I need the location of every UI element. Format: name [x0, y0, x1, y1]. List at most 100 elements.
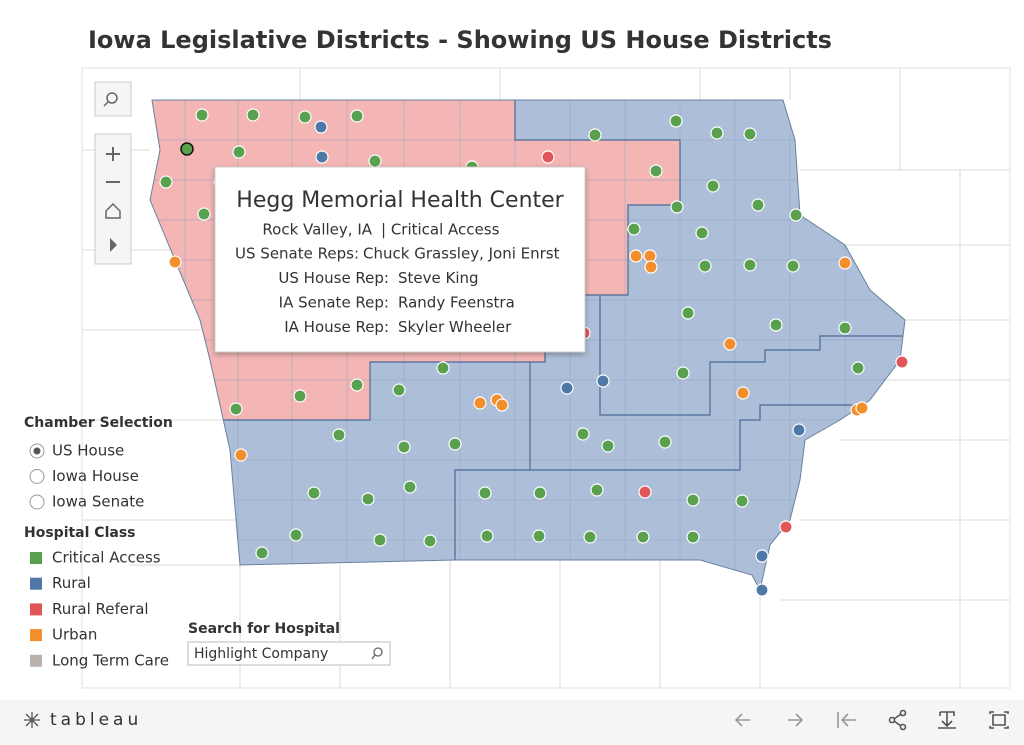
hospital-point[interactable]: [350, 378, 364, 392]
hospital-point[interactable]: [373, 533, 387, 547]
hospital-point[interactable]: [234, 448, 248, 462]
hospital-point[interactable]: [669, 114, 683, 128]
hospital-point[interactable]: [710, 126, 724, 140]
footer-toolbar: [734, 709, 1009, 731]
redo[interactable]: [788, 713, 804, 727]
hospital-point[interactable]: [590, 483, 604, 497]
fullscreen[interactable]: [989, 711, 1009, 729]
hospital-point[interactable]: [751, 198, 765, 212]
hospital-point[interactable]: [197, 207, 211, 221]
expand-toolbar[interactable]: [110, 238, 117, 252]
map-controls: [94, 81, 132, 265]
hospital-point[interactable]: [361, 492, 375, 506]
hospital-point[interactable]: [159, 175, 173, 189]
hospital-point[interactable]: [307, 486, 321, 500]
tooltip-label: IA Senate Rep:: [279, 294, 389, 312]
hospital-point[interactable]: [601, 439, 615, 453]
undo[interactable]: [734, 713, 750, 727]
tooltip: Hegg Memorial Health Center Rock Valley,…: [214, 166, 586, 353]
hospital-point[interactable]: [315, 150, 329, 164]
hospital-point[interactable]: [735, 494, 749, 508]
hospital-point[interactable]: [743, 127, 757, 141]
hospital-point[interactable]: [448, 437, 462, 451]
hospital-point[interactable]: [638, 485, 652, 499]
hospital-point[interactable]: [895, 355, 909, 369]
hospital-point[interactable]: [232, 145, 246, 159]
hospital-point[interactable]: [649, 164, 663, 178]
search-map-button[interactable]: [94, 81, 132, 117]
hospital-point[interactable]: [838, 321, 852, 335]
hospital-point[interactable]: [229, 402, 243, 416]
hospital-point[interactable]: [755, 583, 769, 597]
radio-button[interactable]: [29, 494, 45, 510]
hospital-point[interactable]: [436, 361, 450, 375]
hospital-point[interactable]: [643, 249, 657, 263]
hospital-point[interactable]: [736, 386, 750, 400]
hospital-point[interactable]: [293, 389, 307, 403]
hospital-point[interactable]: [658, 435, 672, 449]
hospital-point[interactable]: [743, 258, 757, 272]
hospital-point[interactable]: [779, 520, 793, 534]
hospital-point[interactable]: [838, 256, 852, 270]
hospital-point[interactable]: [686, 530, 700, 544]
radio-button[interactable]: [29, 469, 45, 484]
revert[interactable]: [837, 712, 856, 728]
radio-label: Iowa House: [52, 467, 139, 485]
search-input[interactable]: [187, 641, 391, 666]
hospital-point[interactable]: [588, 128, 602, 142]
legend-label: Critical Access: [52, 549, 161, 567]
hospital-point[interactable]: [298, 110, 312, 124]
hospital-point[interactable]: [686, 493, 700, 507]
tableau-logo: tableau: [50, 710, 142, 730]
hospital-point[interactable]: [769, 318, 783, 332]
hospital-point[interactable]: [670, 200, 684, 214]
hospital-point[interactable]: [627, 222, 641, 236]
hospital-point[interactable]: [855, 401, 869, 415]
zoom-in[interactable]: [106, 147, 120, 161]
hospital-point[interactable]: [851, 361, 865, 375]
hospital-point[interactable]: [789, 208, 803, 222]
hospital-point[interactable]: [314, 120, 328, 134]
legend-swatch: [30, 603, 42, 616]
hospital-point[interactable]: [596, 374, 610, 388]
hospital-point[interactable]: [792, 423, 806, 437]
hospital-point[interactable]: [723, 337, 737, 351]
hospital-point[interactable]: [392, 383, 406, 397]
reset-view[interactable]: [105, 202, 121, 219]
hospital-point[interactable]: [576, 427, 590, 441]
hospital-point[interactable]: [168, 255, 182, 269]
hospital-point[interactable]: [532, 529, 546, 543]
hospital-point[interactable]: [332, 428, 346, 442]
hospital-point[interactable]: [473, 396, 487, 410]
hospital-point[interactable]: [255, 546, 269, 560]
hospital-point[interactable]: [289, 528, 303, 542]
hospital-point[interactable]: [583, 530, 597, 544]
hospital-point[interactable]: [681, 306, 695, 320]
hospital-point[interactable]: [350, 109, 364, 123]
download[interactable]: [938, 711, 956, 729]
hospital-point[interactable]: [786, 259, 800, 273]
hospital-point[interactable]: [368, 154, 382, 168]
hospital-point[interactable]: [533, 486, 547, 500]
hospital-point[interactable]: [195, 108, 209, 122]
hospital-point[interactable]: [480, 529, 494, 543]
hospital-point[interactable]: [629, 249, 643, 263]
hospital-point[interactable]: [560, 381, 574, 395]
hospital-point[interactable]: [403, 480, 417, 494]
hospital-point[interactable]: [698, 259, 712, 273]
hospital-point[interactable]: [676, 366, 690, 380]
hospital-point[interactable]: [495, 398, 509, 412]
hospital-point[interactable]: [636, 530, 650, 544]
selected-hospital[interactable]: [180, 142, 194, 156]
share[interactable]: [888, 709, 907, 731]
hospital-point[interactable]: [478, 486, 492, 500]
hospital-point[interactable]: [644, 260, 658, 274]
hospital-point[interactable]: [706, 179, 720, 193]
hospital-point[interactable]: [695, 226, 709, 240]
hospital-point[interactable]: [541, 150, 555, 164]
hospital-point[interactable]: [755, 549, 769, 563]
hospital-point[interactable]: [423, 534, 437, 548]
hospital-point[interactable]: [246, 108, 260, 122]
hospital-point[interactable]: [397, 440, 411, 454]
